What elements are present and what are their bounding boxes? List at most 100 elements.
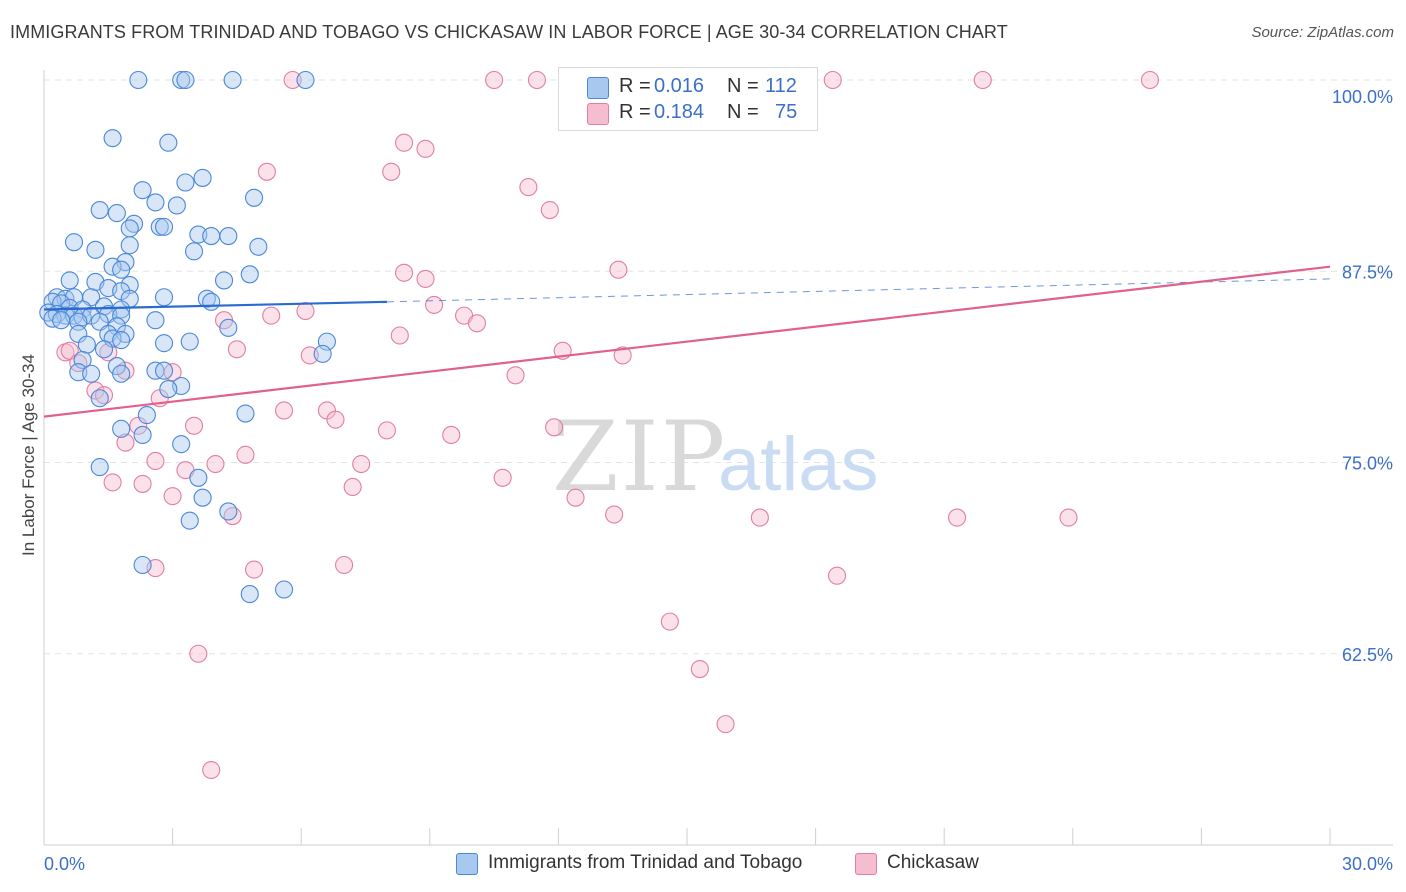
chickasaw-point (335, 555, 354, 575)
chickasaw-trend-line (43, 265, 1331, 418)
chickasaw-point (566, 488, 585, 507)
chickasaw-point (189, 644, 208, 663)
chickasaw-point (244, 560, 264, 579)
chickasaw-point (103, 473, 122, 492)
chickasaw-point (326, 410, 345, 429)
legend-n-value: 112 (765, 75, 797, 97)
chickasaw-point (343, 477, 362, 497)
chickasaw-point (527, 70, 547, 90)
legend-swatch-blue (456, 853, 478, 875)
trinidad-point (313, 344, 332, 363)
trinidad-point (112, 331, 131, 350)
trinidad-point (154, 334, 174, 353)
trinidad-trend-line (43, 300, 387, 311)
trinidad-point (150, 217, 169, 236)
axes (43, 70, 1393, 846)
y-tick-label: 62.5% (1342, 645, 1393, 665)
trinidad-point (172, 70, 191, 90)
chickasaw-point (236, 445, 255, 464)
trinidad-point (180, 332, 199, 351)
y-tick-label: 100.0% (1332, 87, 1393, 107)
trinidad-point (244, 188, 264, 207)
chickasaw-point (146, 451, 165, 471)
trinidad-point (90, 312, 109, 331)
chickasaw-point (660, 612, 679, 631)
trinidad-point (219, 318, 238, 337)
chickasaw-point (133, 474, 152, 493)
chickasaw-point (519, 178, 538, 197)
trinidad-point (296, 70, 315, 90)
watermark-zip: ZIP (552, 401, 727, 513)
chickasaw-point (116, 433, 135, 452)
trinidad-point (159, 380, 178, 399)
stats-legend-row-chickasaw: R = 0.184 N = 75 (559, 101, 817, 127)
chickasaw-point (163, 487, 182, 506)
trinidad-point (120, 219, 139, 238)
trinidad-point (249, 237, 268, 256)
trinidad-point (202, 227, 221, 246)
chickasaw-point (540, 201, 559, 220)
trinidad-point (82, 364, 101, 383)
legend-n-value: 75 (775, 101, 798, 123)
trinidad-point (133, 425, 152, 445)
legend-swatch-blue (587, 77, 609, 99)
grid-lines (44, 79, 1394, 655)
trinidad-point (90, 458, 109, 477)
trinidad-point (275, 580, 294, 599)
chickasaw-point (750, 508, 769, 527)
trinidad-point (129, 70, 148, 90)
stats-legend-row-trinidad: R = 0.016 N = 112 (559, 75, 817, 101)
trinidad-point (154, 288, 174, 307)
trinidad-point (172, 435, 191, 454)
chickasaw-point (283, 70, 302, 90)
trinidad-point (112, 260, 131, 279)
chickasaw-point (202, 760, 221, 780)
trinidad-point (154, 217, 174, 236)
trinidad-trend-extension (386, 278, 1331, 303)
chickasaw-point (823, 70, 842, 90)
chickasaw-point (425, 295, 444, 314)
chickasaw-point (716, 715, 735, 734)
trinidad-point (112, 364, 131, 383)
legend-swatch-pink (587, 103, 609, 125)
chickasaw-point (1140, 70, 1160, 90)
chickasaw-point (416, 269, 435, 288)
trinidad-point (176, 173, 195, 192)
chickasaw-point (416, 139, 435, 158)
trinidad-point (167, 196, 186, 215)
stats-legend: R = 0.016 N = 112 R = 0.184 N = 75 (558, 67, 818, 131)
trinidad-point (133, 181, 152, 200)
chickasaw-point (613, 346, 632, 365)
watermark: ZIP atlas (552, 401, 879, 513)
chickasaw-point (609, 260, 628, 279)
chickasaw-point (467, 314, 487, 333)
trinidad-point (90, 389, 109, 408)
chickasaw-point (605, 505, 624, 524)
legend-label-trinidad: Immigrants from Trinidad and Tobago (488, 852, 803, 873)
trinidad-point (184, 242, 204, 261)
chickasaw-point (382, 162, 401, 181)
chickasaw-point (227, 340, 246, 359)
chickasaw-point (377, 421, 396, 440)
tick-labels: 62.5% 75.0% 87.5% 100.0% 0.0% 30.0% (44, 87, 1393, 874)
chickasaw-point (395, 263, 414, 282)
trinidad-point (202, 292, 221, 311)
chickasaw-point (352, 454, 371, 474)
trinidad-point (223, 70, 242, 90)
chickasaw-point (395, 133, 414, 152)
trinidad-point (219, 502, 238, 521)
chickasaw-point (690, 659, 709, 679)
chickasaw-point (485, 70, 504, 90)
trinidad-point (214, 271, 234, 290)
trinidad-point (146, 311, 165, 330)
trinidad-point (133, 555, 152, 575)
trinidad-point (112, 419, 131, 438)
trinidad-point (90, 201, 109, 220)
chickasaw-point (257, 162, 276, 181)
trend-lines (43, 265, 1331, 418)
legend-r-label: R = (619, 101, 651, 123)
legend-n-label: N = (727, 75, 759, 97)
legend-swatch-pink (855, 853, 877, 875)
trinidad-point (154, 361, 174, 380)
